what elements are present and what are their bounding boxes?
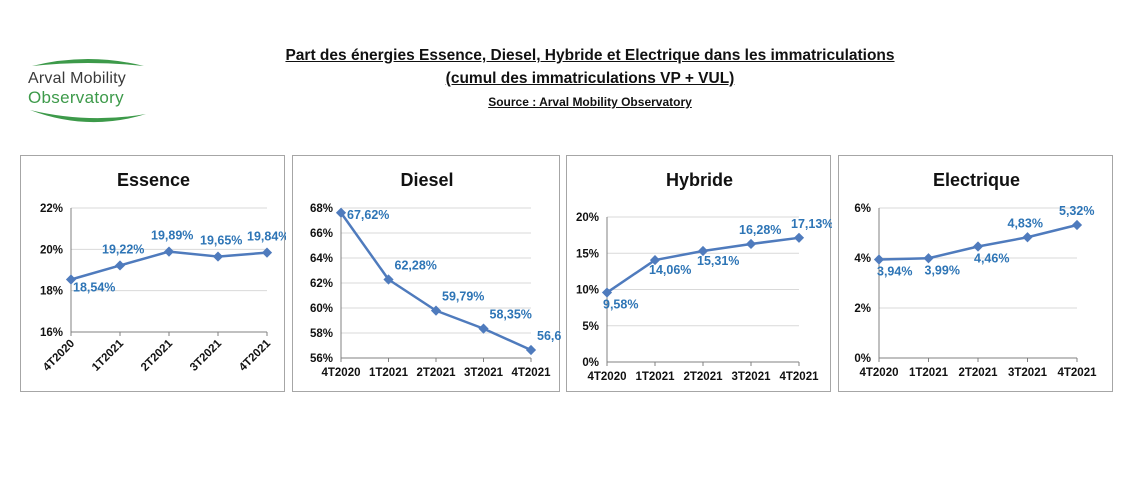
x-tick-label: 3T2021: [1008, 367, 1048, 379]
data-label: 19,84%: [247, 230, 286, 244]
y-tick-label: 0%: [854, 353, 871, 365]
data-label: 59,79%: [442, 290, 484, 304]
data-point-marker: [1022, 232, 1033, 243]
data-point-marker: [1071, 219, 1083, 231]
data-label: 4,83%: [1008, 216, 1043, 230]
y-tick-label: 22%: [40, 203, 63, 215]
data-label: 16,28%: [739, 223, 781, 237]
x-tick-label: 2T2021: [958, 367, 998, 379]
arval-logo: Arval Mobility Observatory: [28, 58, 148, 130]
logo-text-line2: Observatory: [28, 88, 124, 107]
data-point-marker: [972, 241, 984, 252]
data-label: 19,65%: [200, 234, 242, 248]
data-label: 56,64%: [537, 329, 561, 343]
data-label: 17,13%: [791, 217, 832, 231]
x-tick-label: 4T2020: [587, 371, 626, 383]
x-tick-label: 2T2021: [683, 371, 723, 383]
data-label: 58,35%: [490, 308, 532, 322]
data-label: 3,99%: [925, 263, 960, 277]
data-label: 5,32%: [1059, 204, 1094, 218]
y-tick-label: 58%: [310, 328, 333, 340]
y-tick-label: 68%: [310, 203, 333, 215]
x-tick-label: 4T2021: [511, 367, 551, 379]
data-point-marker: [430, 305, 442, 316]
data-label: 67,62%: [347, 208, 389, 222]
chart-essence: Essence 16% 18% 20% 22% 4T2020 1T2021 2T2021 3T2…: [40, 170, 286, 374]
y-tick-label: 20%: [40, 244, 63, 256]
x-tick-label: 4T2020: [41, 338, 77, 374]
data-label: 3,94%: [877, 265, 912, 279]
y-tick-label: 20%: [576, 212, 599, 224]
data-point-marker: [114, 260, 126, 271]
chart-panel-electrique: Electrique 0% 2% 4% 6% 4T2020 1T2021 2T2021 3T20…: [838, 155, 1113, 392]
y-tick-label: 2%: [854, 303, 871, 315]
data-label: 9,58%: [603, 298, 638, 312]
x-tick-label: 4T2020: [859, 367, 898, 379]
y-tick-label: 0%: [582, 357, 599, 369]
chart-title: Essence: [117, 170, 190, 190]
y-tick-label: 5%: [582, 321, 599, 333]
data-point-marker: [923, 253, 934, 264]
chart-hybride: Hybride 0% 5% 10% 15% 20% 4T2020 1T2021 2T2021 3T…: [576, 170, 832, 383]
y-tick-label: 10%: [576, 285, 599, 297]
data-label: 4,46%: [974, 252, 1009, 266]
x-tick-label: 4T2021: [779, 371, 819, 383]
data-point-marker: [163, 246, 175, 257]
y-tick-label: 4%: [854, 253, 871, 265]
chart-electrique: Electrique 0% 2% 4% 6% 4T2020 1T2021 2T2021 3T20…: [854, 170, 1097, 379]
logo-text-line1: Arval Mobility: [28, 70, 126, 87]
chart-title: Hybride: [666, 170, 733, 190]
report-source: Source : Arval Mobility Observatory: [488, 95, 692, 109]
x-tick-label: 1T2021: [90, 337, 126, 373]
y-tick-label: 62%: [310, 278, 333, 290]
logo-arc-graphic: [30, 59, 146, 123]
data-label: 19,89%: [151, 229, 193, 243]
x-tick-label: 3T2021: [731, 371, 771, 383]
data-point-marker: [478, 323, 489, 334]
y-tick-label: 6%: [854, 203, 871, 215]
y-tick-label: 56%: [310, 353, 333, 365]
data-point-marker: [65, 274, 77, 285]
chart-panel-diesel: Diesel 56% 58% 60% 62% 64% 66% 68% 4T2020 1T2021 2…: [292, 155, 561, 392]
chart-diesel: Diesel 56% 58% 60% 62% 64% 66% 68% 4T2020 1T2021 2…: [310, 170, 561, 379]
x-tick-label: 4T2020: [321, 367, 360, 379]
data-label: 15,31%: [697, 254, 739, 268]
y-tick-label: 16%: [40, 327, 63, 339]
report-header: Part des énergies Essence, Diesel, Hybri…: [260, 44, 920, 109]
report-title-line1: Part des énergies Essence, Diesel, Hybri…: [285, 47, 895, 64]
data-point-marker: [873, 254, 885, 265]
x-tick-label: 1T2021: [909, 367, 949, 379]
y-tick-label: 18%: [40, 286, 63, 298]
chart-title: Diesel: [400, 170, 453, 190]
data-point-marker: [745, 238, 757, 250]
data-label: 18,54%: [73, 281, 115, 295]
x-tick-label: 3T2021: [188, 337, 224, 373]
chart-panel-hybride: Hybride 0% 5% 10% 15% 20% 4T2020 1T2021 2T2021 3T…: [566, 155, 832, 392]
y-tick-label: 15%: [576, 248, 599, 260]
x-tick-label: 4T2021: [1057, 367, 1097, 379]
x-tick-label: 1T2021: [369, 367, 409, 379]
x-tick-label: 2T2021: [416, 367, 456, 379]
x-tick-label: 3T2021: [464, 367, 504, 379]
chart-panel-essence: Essence 16% 18% 20% 22% 4T2020 1T2021 2T2021 3T2…: [20, 155, 286, 392]
y-tick-label: 66%: [310, 228, 333, 240]
x-tick-label: 1T2021: [635, 371, 675, 383]
data-label: 62,28%: [395, 259, 437, 273]
data-label: 14,06%: [649, 263, 691, 277]
data-label: 19,22%: [102, 242, 144, 256]
y-tick-label: 64%: [310, 253, 333, 265]
chart-title: Electrique: [933, 170, 1020, 190]
report-title-line2: (cumul des immatriculations VP + VUL): [445, 70, 735, 87]
data-point-marker: [525, 344, 537, 356]
x-tick-label: 2T2021: [139, 337, 175, 373]
data-point-marker: [793, 232, 805, 243]
y-tick-label: 60%: [310, 303, 333, 315]
x-tick-label: 4T2021: [237, 337, 273, 373]
data-point-marker: [212, 251, 224, 262]
